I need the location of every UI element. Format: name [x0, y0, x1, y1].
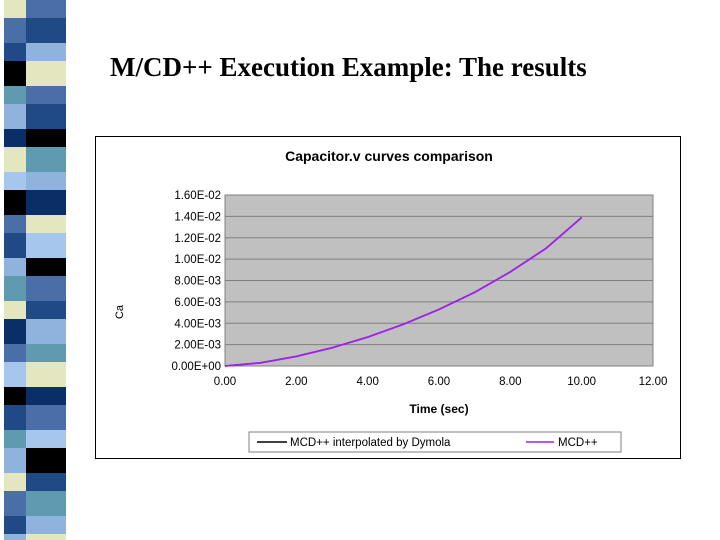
stripe-block: [4, 491, 26, 516]
stripe-block: [26, 405, 66, 430]
stripe-block: [26, 448, 66, 473]
x-tick-label: 12.00: [639, 376, 668, 388]
x-tick-label: 2.00: [285, 376, 307, 388]
stripe-block: [26, 491, 66, 516]
stripe-block: [4, 448, 26, 473]
stripe-block: [26, 18, 66, 43]
stripe-block: [4, 516, 26, 534]
y-tick-label: 1.60E-02: [174, 190, 221, 202]
x-tick-label: 6.00: [428, 376, 450, 388]
stripe-block: [26, 362, 66, 387]
stripe-block: [26, 430, 66, 448]
legend-label-mcd: MCD++: [558, 437, 598, 449]
y-tick-label: 4.00E-03: [174, 318, 221, 330]
decorative-color-stripe: [4, 0, 66, 540]
stripe-block: [26, 516, 66, 534]
stripe-block: [4, 362, 26, 387]
stripe-block: [4, 233, 26, 258]
stripe-block: [26, 276, 66, 301]
legend-box: [248, 431, 622, 453]
y-tick-label: 0.00E+00: [171, 361, 221, 373]
y-tick-label: 1.40E-02: [174, 211, 221, 223]
stripe-block: [4, 18, 26, 43]
stripe-block: [26, 319, 66, 344]
slide-title: M/CD++ Execution Example: The results: [110, 52, 587, 82]
stripe-block: [4, 387, 26, 405]
y-tick-label: 2.00E-03: [174, 340, 221, 352]
series-line-mcd: [224, 216, 583, 367]
stripe-block: [26, 172, 66, 190]
stripe-block: [26, 258, 66, 276]
y-axis-label: Ca: [114, 304, 126, 319]
stripe-block: [4, 215, 26, 233]
stripe-block: [26, 129, 66, 147]
stripe-block: [4, 258, 26, 276]
x-tick-label: 0.00: [214, 376, 236, 388]
y-tick-label: 1.00E-02: [174, 254, 221, 266]
stripe-block: [26, 43, 66, 61]
stripe-block: [26, 147, 66, 172]
stripe-block: [4, 430, 26, 448]
stripe-block: [4, 172, 26, 190]
stripe-block: [4, 0, 26, 18]
x-tick-label: 10.00: [567, 376, 596, 388]
x-axis-label: Time (sec): [409, 402, 468, 416]
stripe-block: [4, 301, 26, 319]
x-tick-label: 8.00: [499, 376, 521, 388]
stripe-block: [26, 473, 66, 491]
chart-title: Capacitor.v curves comparison: [285, 148, 493, 164]
stripe-block: [26, 0, 66, 18]
stripe-block: [26, 233, 66, 258]
stripe-block: [4, 61, 26, 86]
stripe-block: [26, 344, 66, 362]
stripe-block: [4, 147, 26, 172]
stripe-block: [26, 190, 66, 215]
y-tick-label: 8.00E-03: [174, 276, 221, 288]
stripe-block: [4, 344, 26, 362]
stripe-block: [26, 61, 66, 86]
stripe-block: [4, 473, 26, 491]
stripe-block: [4, 534, 26, 540]
stripe-block: [4, 276, 26, 301]
y-tick-label: 1.20E-02: [174, 233, 221, 245]
x-tick-label: 4.00: [356, 376, 378, 388]
stripe-block: [4, 129, 26, 147]
stripe-block: [26, 215, 66, 233]
stripe-block: [4, 405, 26, 430]
stripe-block: [26, 534, 66, 540]
legend-label-interpolated: MCD++ interpolated by Dymola: [290, 437, 451, 449]
stripe-block: [4, 104, 26, 129]
stripe-block: [26, 104, 66, 129]
chart: Capacitor.v curves comparison 0.00E+00 2.…: [114, 148, 668, 453]
stripe-block: [4, 190, 26, 215]
legend: MCD++ interpolated by Dymola MCD++: [248, 431, 622, 453]
stripe-block: [4, 86, 26, 104]
y-tick-label: 6.00E-03: [174, 297, 221, 309]
stripe-block: [4, 319, 26, 344]
stripe-block: [26, 387, 66, 405]
stripe-block: [26, 86, 66, 104]
stripe-block: [26, 301, 66, 319]
stripe-block: [4, 43, 26, 61]
